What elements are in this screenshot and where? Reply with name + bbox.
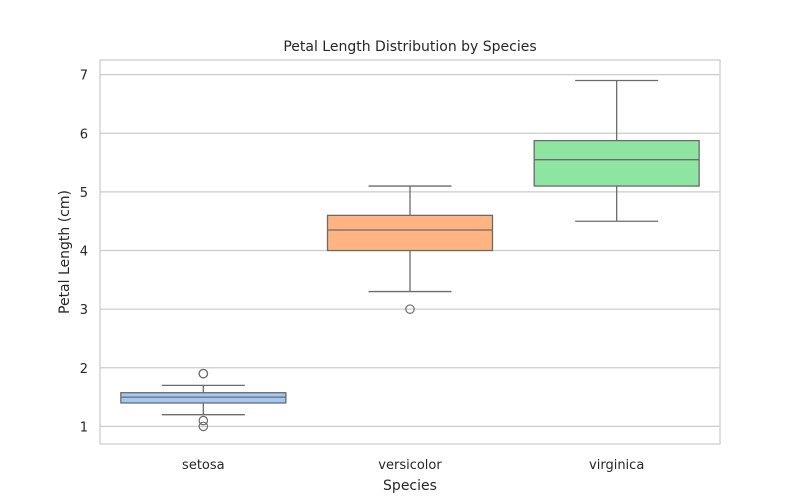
box-versicolor — [326, 214, 494, 252]
y-tick-label-2: 2 — [80, 362, 88, 377]
outlier-setosa-4 — [198, 368, 209, 379]
y-tick-label-7: 7 — [80, 69, 88, 84]
box-group-setosa — [120, 368, 287, 432]
y-tick-label-6: 6 — [80, 127, 88, 142]
y-tick-label-4: 4 — [80, 245, 88, 260]
box-virginica — [533, 139, 700, 187]
box-layer — [120, 79, 700, 432]
x-tick-labels: setosa versicolor virginica — [182, 458, 644, 473]
y-axis-label: Petal Length (cm) — [57, 190, 73, 314]
y-tick-label-1: 1 — [80, 420, 88, 435]
box-group-virginica — [533, 79, 700, 222]
box-setosa — [120, 392, 287, 404]
x-tick-label-versicolor: versicolor — [378, 458, 442, 473]
y-tick-label-3: 3 — [80, 303, 88, 318]
box-group-versicolor — [326, 185, 494, 314]
x-axis-label: Species — [383, 478, 437, 494]
outlier-setosa-2 — [198, 415, 209, 426]
plot-frame — [99, 59, 721, 445]
outlier-setosa-1 — [198, 421, 209, 432]
y-tick-label-5: 5 — [80, 186, 88, 201]
x-tick-label-virginica: virginica — [589, 458, 644, 473]
chart-title: Petal Length Distribution by Species — [283, 39, 536, 55]
x-tick-label-setosa: setosa — [182, 458, 225, 473]
y-tick-labels: 1 2 3 4 5 6 7 — [80, 69, 88, 436]
outlier-versicolor-1 — [405, 304, 415, 314]
